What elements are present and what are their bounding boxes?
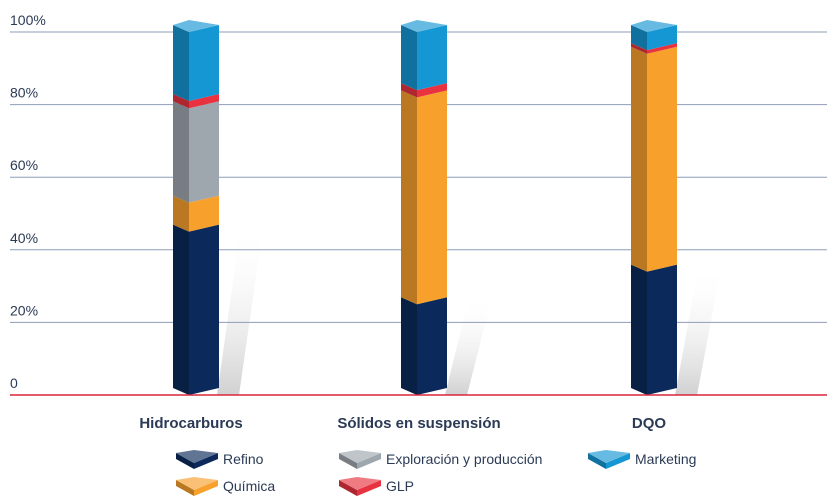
bar-segment-solidos-en-suspension-marketing (401, 25, 447, 91)
bar-segment-solidos-en-suspension-glp (401, 83, 447, 98)
legend-label: Marketing (635, 451, 696, 467)
category-labels: Hidrocarburos Sólidos en suspensión DQO (139, 415, 666, 432)
bar-segment-hidrocarburos-glp (173, 93, 219, 109)
y-tick-label: 60% (10, 157, 38, 173)
bar-segment-dqo-refino (631, 264, 677, 395)
y-tick-label: 40% (10, 230, 38, 246)
bar-segment-solidos-en-suspension-refino (401, 297, 447, 395)
bar-shadow-solidos-en-suspension (445, 296, 491, 395)
bar-segment-hidrocarburos-exploracion-y-produccion (173, 101, 219, 203)
bar-segment-dqo-glp (631, 43, 677, 54)
legend-item-glp: GLP (339, 477, 414, 496)
y-tick-label: 0 (10, 375, 18, 391)
bar-segment-solidos-en-suspension-quimica (401, 90, 447, 305)
bar-segment-hidrocarburos-marketing (173, 25, 219, 101)
legend: Refino Exploración y producción Marketing Q… (176, 450, 696, 496)
bar-segment-dqo-marketing (631, 25, 677, 51)
bar-segment-hidrocarburos-quimica (173, 195, 219, 232)
category-label-hidrocarburos: Hidrocarburos (139, 415, 242, 432)
bar-top-cap-solidos-en-suspension (401, 20, 447, 32)
bar-shadow-hidrocarburos (217, 224, 263, 395)
legend-label: GLP (386, 478, 414, 494)
legend-label: Exploración y producción (386, 451, 542, 467)
legend-item-quimica: Química (176, 477, 275, 496)
category-label-dqo: DQO (632, 415, 667, 432)
y-tick-label: 100% (10, 12, 46, 28)
bars (173, 20, 677, 395)
legend-swatch (176, 480, 194, 496)
legend-swatch (339, 480, 357, 496)
bar-top-cap-dqo (631, 20, 677, 32)
legend-label: Refino (223, 451, 264, 467)
bar-shadows (217, 224, 721, 395)
legend-item-exploracion-y-produccion: Exploración y producción (339, 450, 542, 469)
legend-item-refino: Refino (176, 450, 264, 469)
legend-swatch (588, 453, 606, 469)
bar-segment-dqo-quimica (631, 46, 677, 272)
legend-swatch (176, 453, 194, 469)
bar-segment-hidrocarburos-refino (173, 224, 219, 395)
legend-label: Química (223, 478, 275, 494)
legend-item-marketing: Marketing (588, 450, 696, 469)
bar-shadow-dqo (675, 264, 721, 395)
y-tick-label: 80% (10, 85, 38, 101)
legend-swatch (339, 453, 357, 469)
category-label-solidos-en-suspension: Sólidos en suspensión (337, 415, 500, 432)
y-axis-tick-labels: 0 20% 40% 60% 80% 100% (10, 12, 46, 391)
bar-top-cap-hidrocarburos (173, 20, 219, 32)
y-tick-label: 20% (10, 302, 38, 318)
